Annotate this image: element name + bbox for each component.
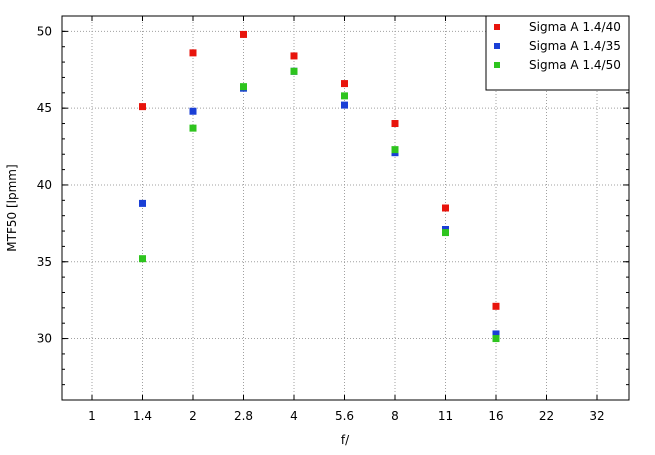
x-axis-title: f/ [341, 433, 350, 447]
data-point [442, 204, 449, 212]
legend-box [485, 15, 630, 91]
legend-swatch-sigma-35 [494, 43, 500, 49]
data-point [341, 101, 348, 109]
x-tick-label: 8 [391, 409, 399, 423]
x-tick-label: 2.8 [234, 409, 253, 423]
x-tick-label: 4 [290, 409, 298, 423]
x-tick-label: 32 [589, 409, 604, 423]
data-point [341, 80, 348, 88]
x-tick-label: 5.6 [335, 409, 354, 423]
y-axis-title: MTF50 [lpmm] [5, 164, 19, 251]
legend-label-sigma-40: Sigma A 1.4/40 [529, 20, 621, 34]
x-tick-label: 22 [539, 409, 554, 423]
x-tick-label: 1.4 [133, 409, 152, 423]
data-point [139, 103, 146, 111]
y-tick-label: 40 [37, 178, 52, 192]
data-point [139, 255, 146, 263]
legend-label-sigma-35: Sigma A 1.4/35 [529, 39, 621, 53]
legend-swatch-sigma-50 [494, 62, 500, 68]
legend-label-sigma-50: Sigma A 1.4/50 [529, 58, 621, 72]
data-point [341, 92, 348, 100]
y-tick-label: 30 [37, 332, 52, 346]
data-point [492, 335, 500, 343]
data-point [391, 146, 399, 154]
data-point [189, 49, 197, 57]
data-points [139, 30, 500, 343]
data-point [240, 30, 247, 38]
data-point [290, 52, 298, 60]
y-tick-label: 35 [37, 255, 52, 269]
data-point [442, 229, 449, 237]
x-tick-label: 2 [189, 409, 197, 423]
data-point [139, 199, 146, 207]
data-point [391, 120, 399, 128]
data-point [492, 302, 500, 310]
data-point [492, 330, 500, 338]
legend-swatch-sigma-40 [494, 24, 500, 30]
plot-frame [61, 15, 630, 401]
data-point [189, 124, 197, 132]
y-tick-label: 50 [37, 24, 52, 38]
data-point [240, 83, 247, 91]
x-tick-labels: 1 1.4 2 2.8 4 5.6 8 11 16 22 32 [88, 409, 604, 423]
x-tick-label: 1 [88, 409, 96, 423]
x-tick-label: 11 [438, 409, 453, 423]
data-point [290, 67, 298, 75]
y-tick-label: 45 [37, 101, 52, 115]
legend: Sigma A 1.4/40 Sigma A 1.4/35 Sigma A 1.… [485, 15, 630, 91]
y-tick-labels: 30 35 40 45 50 [37, 24, 52, 345]
data-point [189, 107, 197, 115]
x-tick-label: 16 [488, 409, 503, 423]
